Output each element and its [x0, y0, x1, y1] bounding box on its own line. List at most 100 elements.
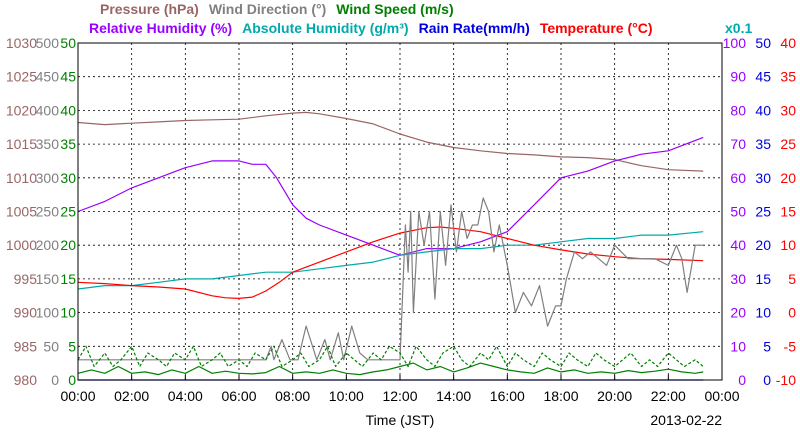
x-tick-label: 00:00 [60, 388, 95, 404]
wind_dir-axis-tick-label: 200 [36, 237, 60, 253]
wind_speed-axis-tick-label: 15 [60, 271, 76, 287]
pressure-axis-tick-label: 1005 [6, 204, 37, 220]
temp-axis-tick-label: 0 [788, 305, 796, 321]
temp-axis-tick-label: 25 [780, 136, 796, 152]
pressure-axis-tick-label: 1020 [6, 102, 37, 118]
header-ah: Absolute Humidity (g/m³) [242, 20, 408, 36]
wind_dir-axis-tick-label: 350 [36, 136, 60, 152]
chart-date: 2013-02-22 [650, 412, 722, 428]
rh-axis-tick-label: 100 [723, 35, 747, 51]
series-temp [77, 226, 704, 299]
series-wind_speed [77, 362, 704, 376]
rain-axis-tick-label: 20 [755, 237, 771, 253]
x-tick-label: 06:00 [221, 388, 256, 404]
x-tick-label: 02:00 [114, 388, 149, 404]
temp-axis-tick-label: 35 [780, 69, 796, 85]
x-tick-label: 12:00 [382, 388, 417, 404]
x-axis: 00:00 02:00 04:00 06:00 08:00 10:00 12:00 14:00… [60, 375, 740, 404]
temp-axis-tick-label: -10 [776, 372, 796, 388]
chart-series [77, 111, 704, 381]
wind_dir-axis-tick-label: 500 [36, 35, 60, 51]
rain-axis-tick-label: 25 [755, 204, 771, 220]
x-tick-label: 10:00 [329, 388, 364, 404]
wind_dir-axis-tick-label: 50 [43, 338, 59, 354]
series-ah [77, 231, 704, 290]
rh-axis-tick-label: 0 [738, 372, 746, 388]
rh-axis-tick-label: 80 [730, 102, 746, 118]
series-rh [77, 136, 704, 256]
rh-axis-tick-label: 10 [730, 338, 746, 354]
temp-axis-tick-label: 5 [788, 271, 796, 287]
rh-axis-tick-label: 90 [730, 69, 746, 85]
pressure-axis-tick-label: 1025 [6, 69, 37, 85]
wind_speed-axis-tick-label: 30 [60, 170, 76, 186]
temp-axis-tick-label: 15 [780, 204, 796, 220]
wind_dir-axis-tick-label: 300 [36, 170, 60, 186]
rain-axis-tick-label: 50 [755, 35, 771, 51]
rain-axis-tick-label: 35 [755, 136, 771, 152]
temp-axis-tick-label: 30 [780, 102, 796, 118]
header-wind_speed: Wind Speed (m/s) [336, 1, 453, 17]
header-pressure: Pressure (hPa) [100, 1, 199, 17]
wind_speed-axis-tick-label: 20 [60, 237, 76, 253]
wind_speed-axis-tick-label: 40 [60, 102, 76, 118]
wind_speed-axis-tick-label: 35 [60, 136, 76, 152]
wind_dir-axis-tick-label: 450 [36, 69, 60, 85]
rain-axis-tick-label: 15 [755, 271, 771, 287]
pressure-axis-tick-label: 995 [14, 271, 38, 287]
rain-axis-tick-label: 0 [763, 372, 771, 388]
rh-axis-tick-label: 70 [730, 136, 746, 152]
pressure-axis-tick-label: 990 [14, 305, 38, 321]
rain-axis-tick-label: 5 [763, 338, 771, 354]
header-rh: Relative Humidity (%) [89, 20, 232, 36]
x-tick-label: 04:00 [168, 388, 203, 404]
temp-axis-tick-label: 10 [780, 237, 796, 253]
header-wind_dir: Wind Direction (°) [209, 1, 326, 17]
pressure-axis-tick-label: 1000 [6, 237, 37, 253]
rh-axis-tick-label: 30 [730, 271, 746, 287]
pressure-axis-tick-label: 1010 [6, 170, 37, 186]
rain-axis-tick-label: 45 [755, 69, 771, 85]
x-axis-label: Time (JST) [366, 412, 435, 428]
rain-axis-tick-label: 10 [755, 305, 771, 321]
wind_speed-axis-tick-label: 5 [68, 338, 76, 354]
wind_speed-axis-tick-label: 0 [68, 372, 76, 388]
x-tick-label: 14:00 [436, 388, 471, 404]
wind_dir-axis-tick-label: 150 [36, 271, 60, 287]
x-tick-label: 20:00 [597, 388, 632, 404]
rh-axis-tick-label: 60 [730, 170, 746, 186]
x-tick-label: 16:00 [490, 388, 525, 404]
wind_dir-axis-tick-label: 100 [36, 305, 60, 321]
pressure-axis-tick-label: 980 [14, 372, 38, 388]
header-temp: Temperature (°C) [540, 20, 653, 36]
chart-headers: Pressure (hPa) Wind Direction (°) Wind Spe… [89, 1, 752, 36]
temp-axis-tick-label: 20 [780, 170, 796, 186]
series-pressure [77, 111, 704, 172]
pressure-axis-tick-label: 1015 [6, 136, 37, 152]
temp-axis-tick-label: 40 [780, 35, 796, 51]
wind_speed-axis-tick-label: 45 [60, 69, 76, 85]
x-tick-label: 18:00 [543, 388, 578, 404]
left-axes: 9809859909951000100510101015102010251030… [6, 35, 76, 388]
header-rain: Rain Rate(mm/h) [419, 20, 530, 36]
wind_speed-axis-tick-label: 10 [60, 305, 76, 321]
wind_speed-axis-tick-label: 25 [60, 204, 76, 220]
x-tick-label: 08:00 [275, 388, 310, 404]
series-wind_dir [78, 197, 704, 361]
rain-axis-tick-label: 40 [755, 102, 771, 118]
wind_speed-axis-tick-label: 50 [60, 35, 76, 51]
rh-axis-tick-label: 50 [730, 204, 746, 220]
right-axes: 0102030405060708090100051015202530354045… [723, 35, 797, 388]
rh-axis-tick-label: 40 [730, 237, 746, 253]
chart-grid [78, 43, 722, 380]
wind_dir-axis-tick-label: 400 [36, 102, 60, 118]
series-wind_gust [77, 345, 704, 368]
temp-axis-tick-label: -5 [784, 338, 797, 354]
x-tick-label: 22:00 [651, 388, 686, 404]
pressure-axis-tick-label: 1030 [6, 35, 37, 51]
wind_dir-axis-tick-label: 250 [36, 204, 60, 220]
x-tick-label: 00:00 [704, 388, 739, 404]
rh-axis-tick-label: 20 [730, 305, 746, 321]
wind_dir-axis-tick-label: 0 [51, 372, 59, 388]
